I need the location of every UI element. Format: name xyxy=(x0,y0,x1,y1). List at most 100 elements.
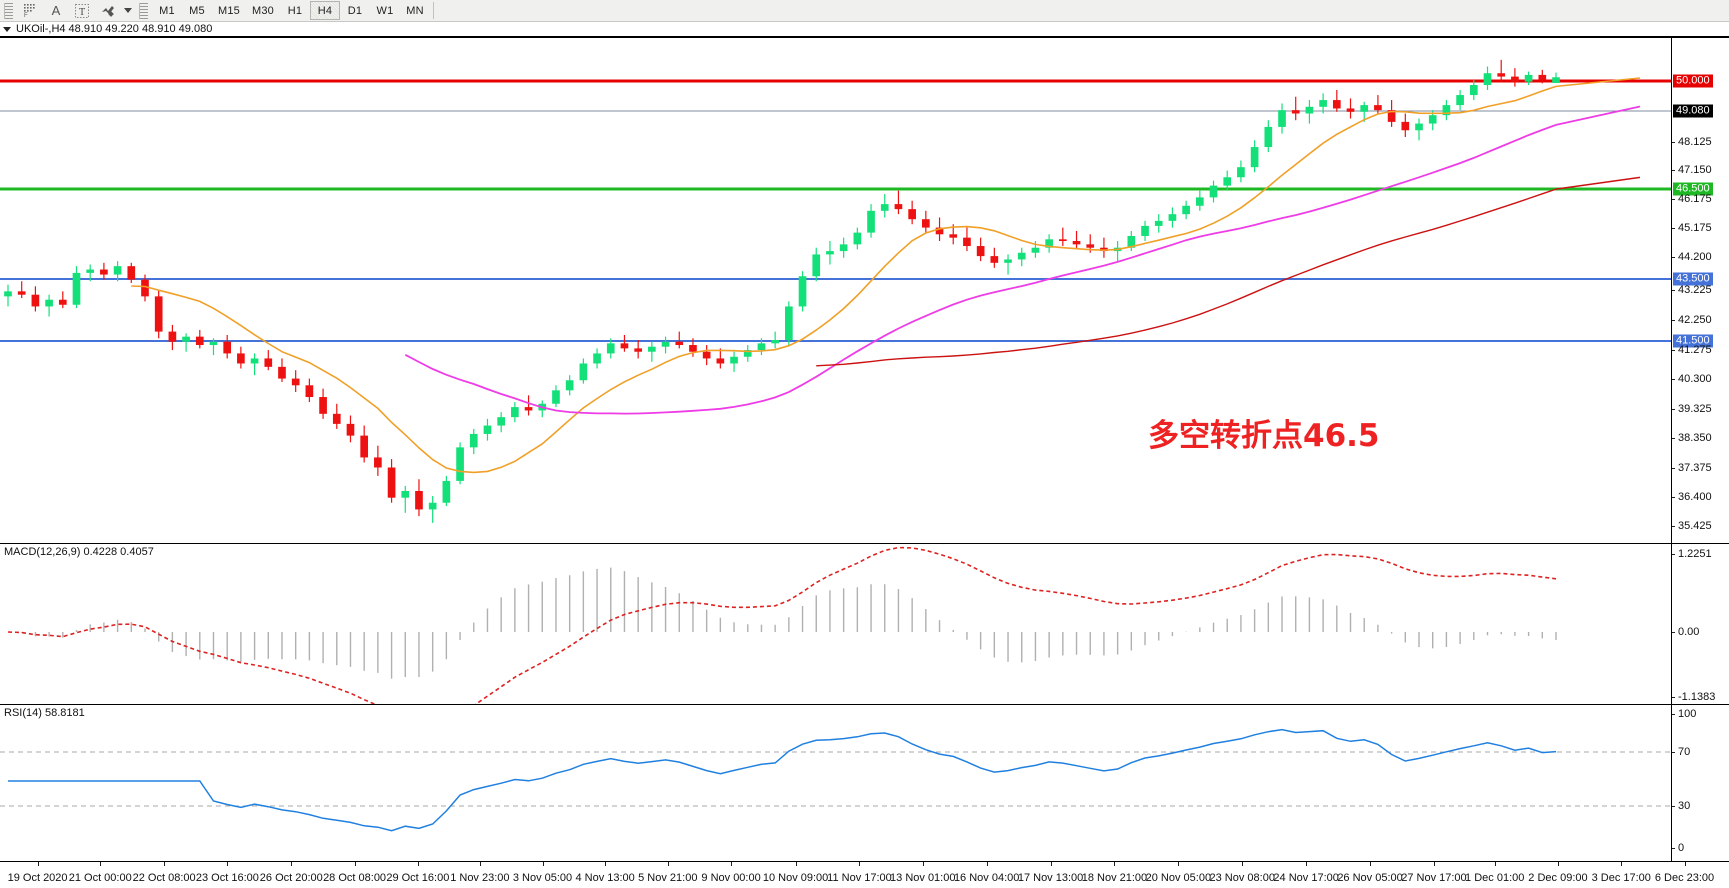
grid-properties-icon[interactable]: F xyxy=(17,1,43,21)
time-axis-label: 1 Dec 01:00 xyxy=(1465,872,1525,884)
rsi-plot-area[interactable] xyxy=(0,705,1671,861)
time-axis-tick xyxy=(1433,862,1435,866)
candle-body xyxy=(511,407,519,418)
timeframe-w1[interactable]: W1 xyxy=(376,4,394,17)
price-axis-tick xyxy=(1672,257,1675,258)
timeframe-mn[interactable]: MN xyxy=(406,4,424,17)
time-axis-label: 11 Nov 17:00 xyxy=(827,872,892,884)
candle-body xyxy=(278,366,286,379)
candle-body xyxy=(689,345,697,352)
candle-body xyxy=(1291,110,1300,114)
macd-plot-area[interactable] xyxy=(0,544,1671,704)
candle-body xyxy=(565,380,574,391)
time-axis-tick xyxy=(37,862,39,866)
candle-body xyxy=(743,350,752,357)
time-axis-label: 26 Oct 20:00 xyxy=(259,872,323,884)
price-axis-badge-50-000[interactable]: 50.000 xyxy=(1673,74,1713,88)
candle-body xyxy=(1017,252,1026,260)
price-series-layer xyxy=(0,59,1671,523)
candle-body xyxy=(1209,185,1218,198)
candle-body xyxy=(785,306,793,340)
shapes-icon[interactable] xyxy=(95,1,121,21)
price-axis-badge-46-500[interactable]: 46.500 xyxy=(1673,182,1713,196)
price-axis-tick xyxy=(1672,320,1675,321)
candle-body xyxy=(1305,106,1314,114)
time-axis-label: 16 Nov 04:00 xyxy=(953,872,1020,884)
price-axis-tick xyxy=(1672,409,1675,410)
candle-body xyxy=(45,299,53,307)
price-axis-label: 42.250 xyxy=(1678,314,1712,326)
candle-body xyxy=(415,490,423,510)
price-plot-area[interactable] xyxy=(0,38,1671,543)
candle-body xyxy=(730,356,738,364)
time-axis-label: 2 Dec 09:00 xyxy=(1528,872,1588,884)
svg-text:T: T xyxy=(79,7,85,18)
triangle-down-icon[interactable] xyxy=(3,26,11,32)
time-axis-tick xyxy=(1178,862,1180,866)
price-axis-badge-49-080[interactable]: 49.080 xyxy=(1673,104,1713,118)
time-axis-label: 27 Nov 17:00 xyxy=(1401,872,1467,884)
time-axis-tick xyxy=(1306,862,1308,866)
candle-body xyxy=(976,246,985,257)
timeframe-d1[interactable]: D1 xyxy=(347,4,363,17)
candle-body xyxy=(798,276,807,307)
candle-body xyxy=(1428,115,1437,124)
candle-body xyxy=(332,413,341,424)
price-axis-tick xyxy=(1672,379,1675,380)
candle-body xyxy=(1524,74,1533,82)
price-axis-tick xyxy=(1672,497,1675,498)
candle-body xyxy=(1415,123,1423,131)
price-axis-badge-43-500[interactable]: 43.500 xyxy=(1673,272,1713,286)
timeframe-m30[interactable]: M30 xyxy=(252,4,274,17)
text-font-icon[interactable]: A xyxy=(51,3,61,18)
time-axis-label: 24 Nov 17:00 xyxy=(1273,872,1339,884)
time-axis-label: 23 Oct 16:00 xyxy=(195,872,259,884)
price-axis-label: 48.125 xyxy=(1678,136,1712,148)
candle-body xyxy=(401,490,410,498)
timeframe-m15[interactable]: M15 xyxy=(218,4,240,17)
candle-body xyxy=(1237,167,1245,178)
timeframe-h1[interactable]: H1 xyxy=(287,4,303,17)
price-axis-tick xyxy=(1672,199,1675,200)
timeframe-grip[interactable] xyxy=(139,2,148,19)
candle-body xyxy=(387,467,396,498)
price-axis-label: 37.375 xyxy=(1678,462,1712,474)
candle-body xyxy=(1250,147,1259,168)
candle-body xyxy=(1004,259,1012,263)
candle-body xyxy=(922,219,930,228)
price-axis-tick xyxy=(1672,526,1675,527)
candle-body xyxy=(209,341,218,346)
candle-body xyxy=(237,353,245,364)
time-axis-tick xyxy=(795,862,797,866)
candle-body xyxy=(839,244,848,252)
timeframe-m1[interactable]: M1 xyxy=(159,4,175,17)
candle-body xyxy=(771,339,779,344)
time-axis-label: 10 Nov 09:00 xyxy=(762,872,829,884)
candle-body xyxy=(1483,73,1492,85)
price-axis[interactable]: 50.000 49.080 48.125 47.150 46.500 46.175 45.1… xyxy=(1671,38,1729,543)
toolbar-grip[interactable] xyxy=(4,2,13,19)
candle-body xyxy=(223,341,232,354)
price-axis-badge-41-500[interactable]: 41.500 xyxy=(1673,334,1713,348)
candle-body xyxy=(1045,239,1053,248)
text-label-icon[interactable]: T xyxy=(69,1,95,21)
shapes-dropdown-caret-icon[interactable] xyxy=(121,1,135,21)
time-axis[interactable]: 19 Oct 2020 21 Oct 00:00 22 Oct 08:00 23 Oc… xyxy=(0,861,1729,888)
candle-body xyxy=(634,348,642,352)
timeframe-m5[interactable]: M5 xyxy=(189,4,205,17)
time-axis-label: 19 Oct 2020 xyxy=(7,872,68,884)
price-axis-label: 44.200 xyxy=(1678,251,1712,263)
time-axis-tick xyxy=(1684,862,1686,866)
candle-body xyxy=(853,232,862,245)
time-axis-tick xyxy=(291,862,293,866)
candle-body xyxy=(456,447,464,481)
candle-body xyxy=(319,397,327,414)
candle-body xyxy=(168,331,177,342)
time-axis-tick xyxy=(100,862,102,866)
candle-body xyxy=(1223,177,1232,186)
time-axis-tick xyxy=(479,862,481,866)
time-axis-tick xyxy=(164,862,166,866)
timeframe-h4[interactable]: H4 xyxy=(310,1,340,20)
time-axis-tick xyxy=(1114,862,1116,866)
time-axis-tick xyxy=(417,862,419,866)
